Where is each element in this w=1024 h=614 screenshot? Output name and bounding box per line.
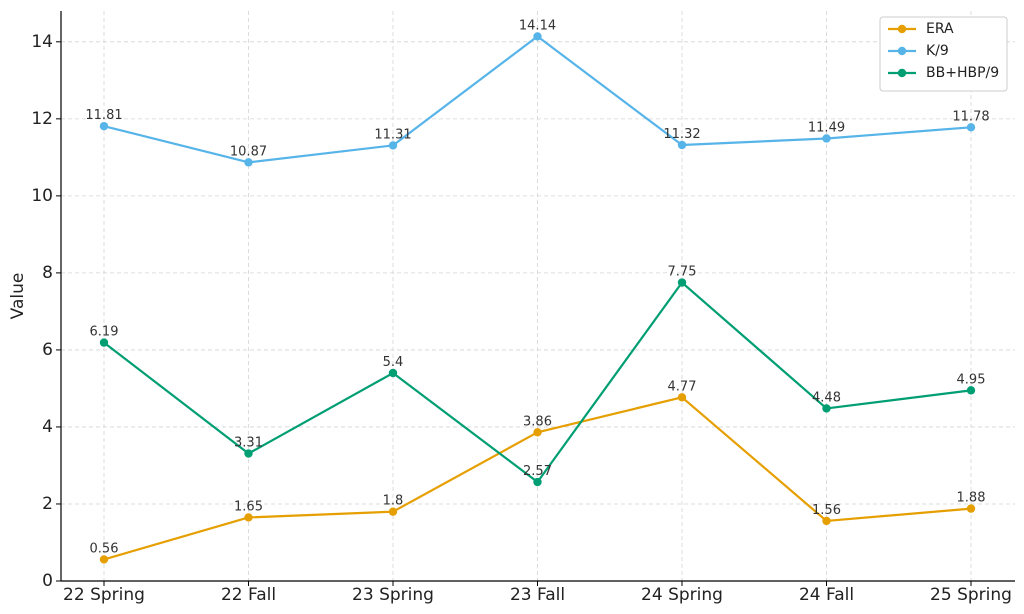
data-point [822, 516, 831, 526]
data-label: 1.65 [234, 499, 263, 514]
data-point [244, 513, 253, 522]
data-label: 1.88 [957, 491, 986, 506]
data-label: 11.31 [374, 127, 411, 142]
data-point [677, 140, 687, 150]
data-point [99, 121, 109, 131]
data-point [966, 504, 976, 513]
data-label: 4.48 [812, 390, 841, 405]
data-point [244, 158, 253, 167]
axes-layer: 0 2 4 6 8 10 12 14 22 Spring 22 Fall 23 Spring 23 F… [8, 11, 1015, 605]
y-tick-label: 2 [42, 494, 53, 514]
data-label: 0.56 [90, 541, 119, 556]
x-tick-label: 22 Fall [221, 585, 276, 605]
data-point [677, 278, 687, 287]
data-label-layer: 0.56 1.65 1.8 3.86 4.77 1.56 1.88 11.81 10.87 11.… [85, 18, 989, 556]
legend-label: ERA [926, 21, 954, 37]
legend-label: K/9 [926, 43, 949, 59]
grid-layer [61, 11, 1015, 582]
y-tick-label: 14 [31, 32, 53, 52]
data-label: 4.77 [668, 379, 697, 394]
data-point [822, 134, 831, 143]
data-point [533, 428, 542, 437]
y-tick-label: 4 [42, 417, 53, 437]
data-point [822, 404, 831, 413]
x-tick-label: 23 Fall [510, 585, 565, 605]
series-layer [99, 32, 976, 564]
data-point [99, 555, 109, 564]
x-tick-label: 24 Fall [799, 585, 854, 605]
y-tick-label: 6 [42, 340, 53, 360]
data-label: 1.8 [383, 494, 404, 509]
x-tick-label: 24 Spring [641, 585, 723, 605]
data-label: 6.19 [90, 325, 119, 340]
data-point [388, 368, 398, 378]
y-tick-label: 10 [31, 186, 53, 206]
data-label: 11.78 [952, 109, 989, 124]
x-tick-label: 22 Spring [63, 585, 145, 605]
data-point [533, 477, 542, 487]
data-label: 7.75 [668, 265, 697, 280]
x-tick-label: 23 Spring [352, 585, 434, 605]
legend-swatch-marker [897, 24, 907, 34]
legend-swatch-marker [897, 68, 907, 78]
data-point [99, 338, 109, 347]
y-tick-label: 8 [42, 263, 53, 283]
data-point [388, 507, 398, 516]
data-label: 11.32 [663, 127, 700, 142]
data-label: 3.86 [523, 414, 552, 429]
data-label: 5.4 [383, 355, 404, 370]
data-label: 10.87 [230, 144, 267, 159]
data-point [533, 32, 542, 41]
data-label: 2.57 [523, 464, 552, 479]
legend-label: BB+HBP/9 [926, 65, 999, 81]
data-point [966, 123, 976, 132]
data-label: 1.56 [812, 503, 841, 518]
data-label: 3.31 [234, 436, 263, 451]
y-tick-label: 12 [31, 109, 53, 129]
data-point [966, 386, 976, 395]
data-label: 4.95 [957, 372, 986, 387]
y-axis-title: Value [8, 273, 28, 320]
data-label: 14.14 [519, 18, 556, 33]
data-label: 11.49 [808, 120, 845, 135]
data-point [244, 449, 253, 458]
data-label: 11.81 [85, 108, 122, 123]
legend-swatch-marker [897, 46, 907, 56]
x-tick-label: 25 Spring [930, 585, 1012, 605]
y-tick-label: 0 [42, 571, 53, 591]
data-point [677, 393, 687, 402]
data-point [388, 141, 398, 150]
legend: ERA K/9 BB+HBP/9 [879, 16, 1008, 92]
